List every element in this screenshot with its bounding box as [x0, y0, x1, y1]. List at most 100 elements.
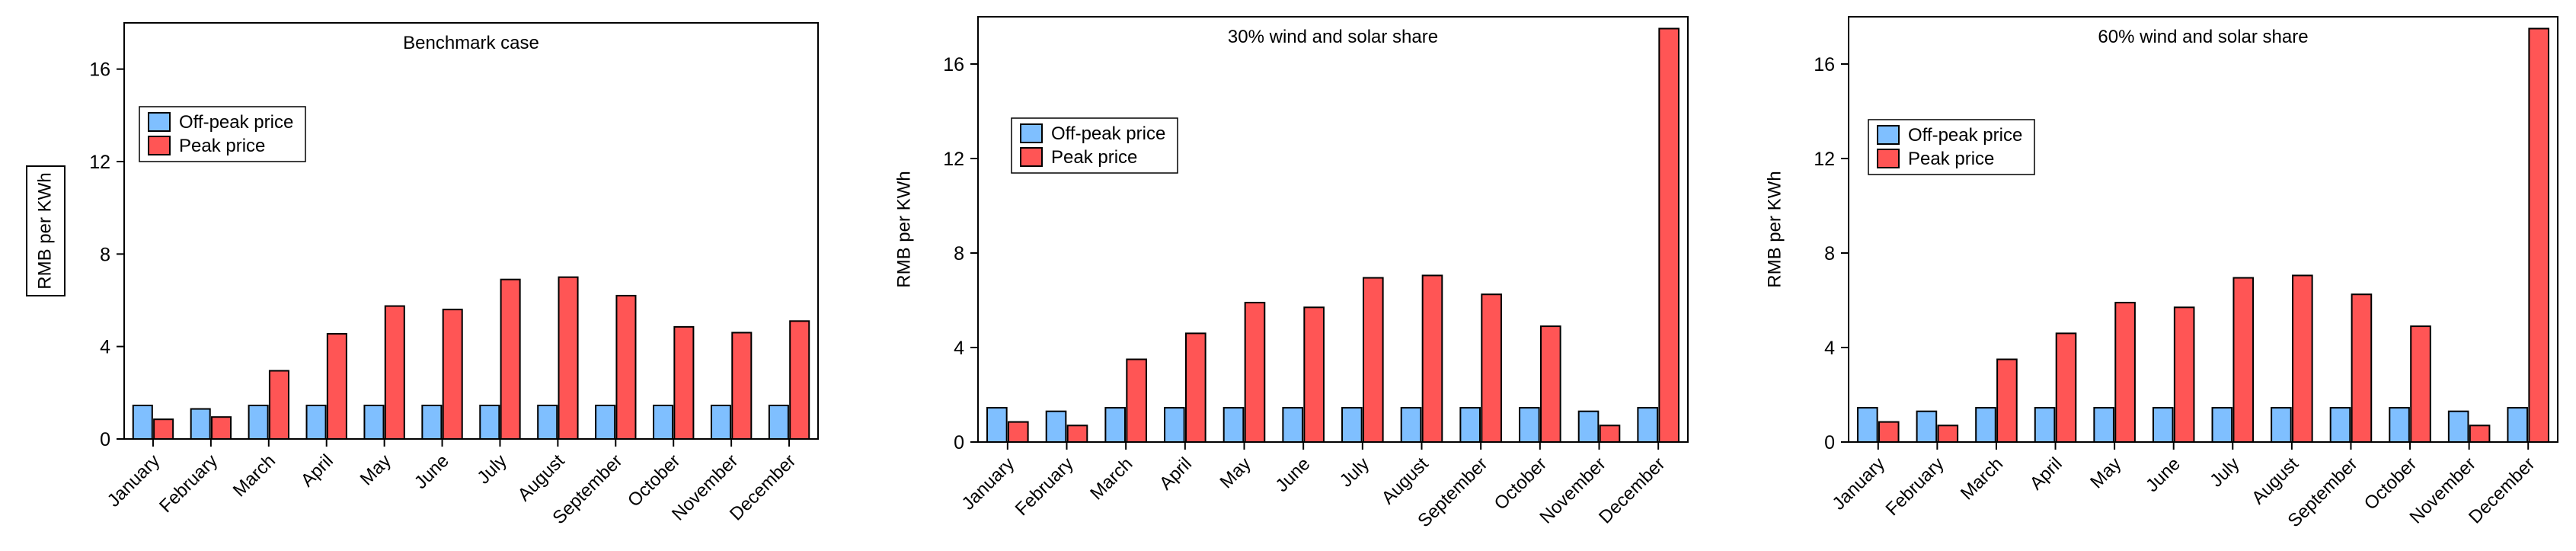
- bar-off-peak-price-september: [2329, 407, 2351, 443]
- x-tick-label-april: April: [1155, 453, 1196, 494]
- bar-peak-price-november: [2469, 424, 2491, 443]
- x-tick-label-march: March: [229, 450, 280, 501]
- bar-off-peak-price-june: [421, 405, 443, 440]
- bar-off-peak-price-september: [1459, 407, 1481, 443]
- x-tick-label-august: August: [514, 450, 569, 505]
- bar-off-peak-price-september: [595, 405, 616, 440]
- bar-peak-price-april: [1184, 332, 1207, 443]
- bar-off-peak-price-march: [1975, 407, 1996, 443]
- x-tick-label-october: October: [1491, 453, 1551, 514]
- x-tick-label-august: August: [2248, 453, 2303, 508]
- y-tick-label: 4: [1824, 338, 1835, 359]
- legend-label-peak-price: Peak price: [179, 136, 265, 156]
- bar-peak-price-december: [2528, 27, 2549, 443]
- y-tick-label: 0: [100, 429, 110, 450]
- y-tick-label: 4: [100, 337, 110, 358]
- bar-peak-price-october: [673, 325, 695, 440]
- y-tick-label: 8: [100, 244, 110, 265]
- legend-label-peak-price: Peak price: [1051, 147, 1137, 168]
- plot-frame: [1848, 16, 2558, 443]
- bar-off-peak-price-november: [2447, 410, 2469, 444]
- legend-label-peak-price: Peak price: [1908, 149, 1994, 169]
- bar-peak-price-december: [1658, 27, 1680, 443]
- bar-peak-price-july: [500, 278, 521, 440]
- chart-title: 30% wind and solar share: [1228, 27, 1438, 47]
- bar-peak-price-november: [1599, 424, 1621, 443]
- bar-peak-price-august: [558, 276, 579, 440]
- bar-off-peak-price-november: [1577, 410, 1600, 444]
- bar-peak-price-october: [2410, 325, 2431, 443]
- x-tick-label-january: January: [958, 453, 1018, 514]
- bar-peak-price-august: [1421, 274, 1443, 444]
- x-tick-label-february: February: [155, 450, 222, 517]
- legend-label-off-peak-price: Off-peak price: [1908, 125, 2022, 146]
- plot-frame: [977, 16, 1689, 443]
- bar-peak-price-february: [1937, 424, 1959, 443]
- x-tick-label-august: August: [1378, 453, 1433, 508]
- bar-off-peak-price-december: [2507, 407, 2529, 443]
- y-tick-label: 16: [943, 54, 964, 75]
- bar-off-peak-price-march: [1104, 407, 1127, 443]
- x-tick-label-june: June: [411, 450, 453, 493]
- bar-peak-price-may: [384, 305, 405, 440]
- bar-peak-price-september: [2351, 293, 2373, 443]
- x-tick-label-july: July: [1336, 453, 1373, 491]
- bar-off-peak-price-october: [653, 405, 674, 440]
- y-tick-label: 8: [954, 243, 964, 264]
- bar-off-peak-price-february: [1045, 410, 1067, 444]
- bar-peak-price-february: [211, 416, 232, 440]
- bar-peak-price-april: [326, 332, 347, 440]
- x-tick-label-may: May: [2086, 453, 2125, 492]
- bar-peak-price-november: [731, 332, 753, 440]
- bar-peak-price-september: [615, 294, 637, 440]
- x-tick-label-february: February: [1882, 453, 1948, 520]
- bar-peak-price-march: [268, 370, 289, 440]
- x-tick-label-february: February: [1012, 453, 1078, 520]
- panel-30pct-wind-solar: 30% wind and solar share 0 4 8 12 16 RMB per K…: [893, 16, 1689, 531]
- bar-off-peak-price-june: [2152, 407, 2174, 443]
- legend-label-off-peak-price: Off-peak price: [1051, 123, 1165, 144]
- x-tick-label-january: January: [1829, 453, 1889, 514]
- legend-swatch-off-peak-price: [148, 112, 171, 132]
- bar-off-peak-price-april: [1164, 407, 1185, 443]
- bar-peak-price-may: [2114, 302, 2136, 443]
- bar-off-peak-price-february: [1916, 410, 1938, 444]
- bar-off-peak-price-december: [1637, 407, 1659, 443]
- bar-off-peak-price-august: [1400, 407, 1422, 443]
- bar-off-peak-price-july: [1341, 407, 1363, 443]
- chart-title: Benchmark case: [403, 33, 539, 53]
- y-tick-label: 16: [89, 59, 110, 81]
- bar-peak-price-july: [1362, 277, 1384, 443]
- bar-off-peak-price-july: [2211, 407, 2233, 443]
- bar-peak-price-may: [1244, 302, 1266, 443]
- legend-swatch-off-peak-price: [1877, 125, 1900, 145]
- bar-off-peak-price-may: [2093, 407, 2114, 443]
- bar-peak-price-june: [2173, 306, 2195, 443]
- legend-swatch-peak-price: [148, 136, 171, 155]
- legend-swatch-peak-price: [1020, 147, 1043, 167]
- bar-off-peak-price-october: [1519, 407, 1540, 443]
- y-tick-label: 12: [1814, 149, 1835, 170]
- x-tick-label-april: April: [2026, 453, 2066, 494]
- x-tick-label-may: May: [356, 450, 395, 489]
- bar-peak-price-january: [1007, 421, 1029, 444]
- panel-60pct-wind-solar: 60% wind and solar share 0 4 8 12 16 RMB per K…: [1764, 16, 2558, 531]
- x-tick-label-october: October: [2360, 453, 2421, 514]
- bar-off-peak-price-january: [986, 407, 1008, 443]
- bar-off-peak-price-august: [2271, 407, 2292, 443]
- bar-off-peak-price-november: [710, 405, 731, 440]
- legend-swatch-peak-price: [1877, 149, 1900, 168]
- bar-peak-price-march: [1996, 358, 2018, 443]
- y-tick-label: 16: [1814, 54, 1835, 75]
- x-tick-label-april: April: [297, 450, 337, 491]
- bar-off-peak-price-january: [1857, 407, 1878, 443]
- bar-off-peak-price-february: [190, 408, 211, 440]
- x-tick-label-july: July: [2206, 453, 2243, 491]
- bar-off-peak-price-december: [768, 405, 789, 440]
- y-tick-label: 0: [954, 432, 964, 453]
- y-tick-label: 12: [89, 152, 110, 173]
- bar-peak-price-january: [1878, 421, 1900, 444]
- bar-off-peak-price-may: [363, 405, 385, 440]
- bar-off-peak-price-april: [2034, 407, 2056, 443]
